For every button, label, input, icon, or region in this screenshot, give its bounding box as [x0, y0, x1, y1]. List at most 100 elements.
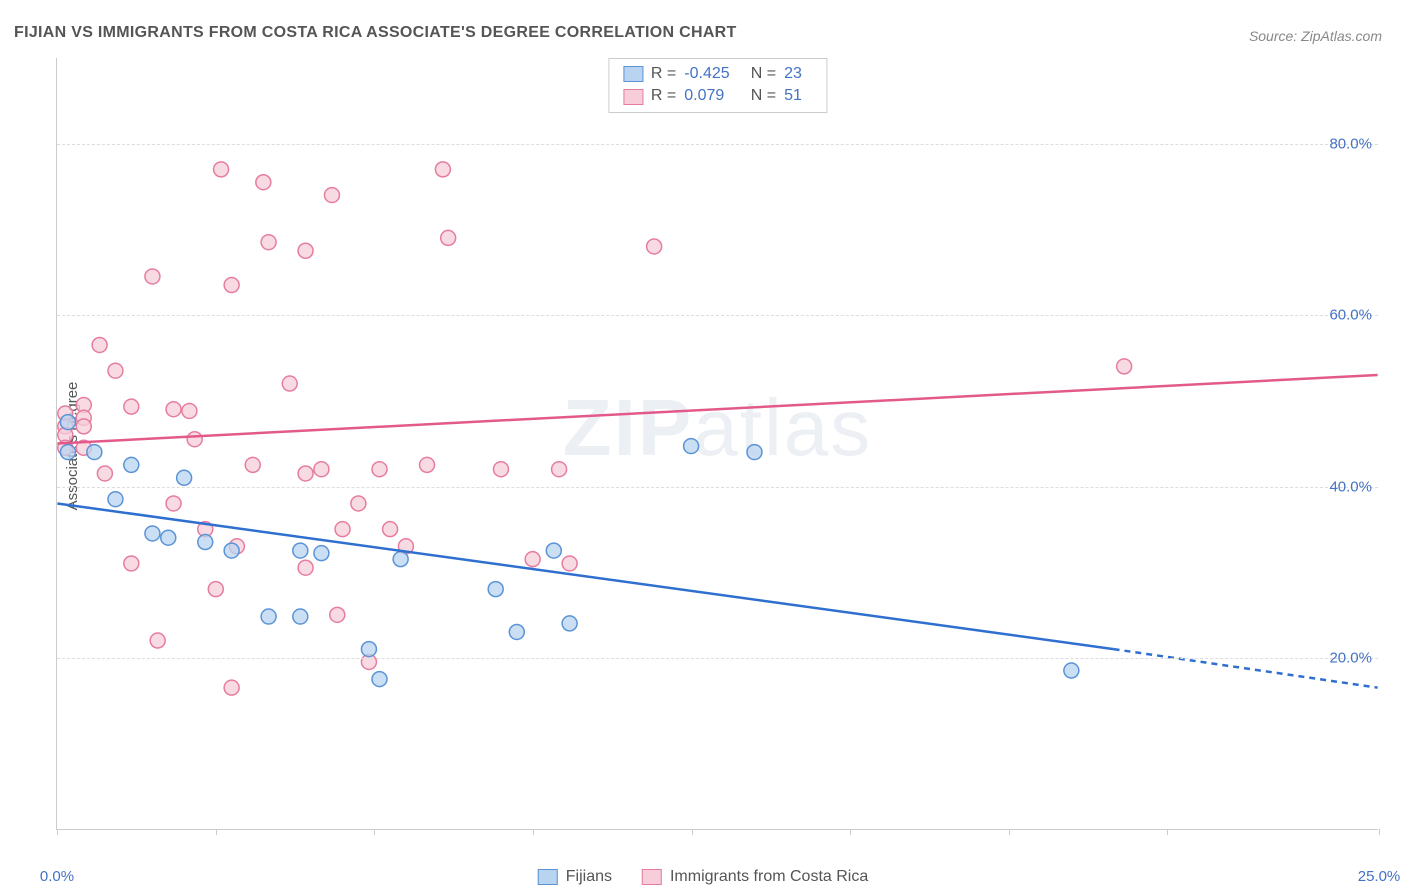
y-tick-label: 40.0% [1329, 478, 1372, 495]
scatter-point [372, 462, 387, 477]
scatter-point [488, 582, 503, 597]
scatter-svg [57, 58, 1378, 829]
scatter-point [60, 415, 75, 430]
scatter-point [256, 175, 271, 190]
gridline [57, 315, 1378, 316]
legend-r-label: R = [651, 85, 676, 107]
scatter-point [166, 496, 181, 511]
legend-swatch [623, 66, 643, 82]
legend-r-value: -0.425 [684, 63, 738, 85]
scatter-point [546, 543, 561, 558]
legend-swatch [538, 869, 558, 885]
scatter-point [298, 560, 313, 575]
trend-line [57, 503, 1113, 649]
scatter-point [97, 466, 112, 481]
scatter-point [108, 492, 123, 507]
x-tick-mark [1009, 829, 1010, 835]
scatter-point [552, 462, 567, 477]
scatter-point [335, 522, 350, 537]
legend-swatch [623, 89, 643, 105]
scatter-point [747, 445, 762, 460]
legend-row: R = -0.425 N = 23 [623, 63, 812, 85]
y-tick-label: 60.0% [1329, 307, 1372, 324]
scatter-point [684, 439, 699, 454]
correlation-legend: R = -0.425 N = 23 R = 0.079 N = 51 [608, 58, 827, 113]
scatter-point [351, 496, 366, 511]
scatter-point [298, 466, 313, 481]
scatter-point [372, 672, 387, 687]
scatter-point [383, 522, 398, 537]
scatter-point [245, 457, 260, 472]
scatter-point [224, 543, 239, 558]
y-tick-label: 20.0% [1329, 650, 1372, 667]
scatter-point [177, 470, 192, 485]
scatter-point [145, 526, 160, 541]
legend-r-label: R = [651, 63, 676, 85]
scatter-point [525, 552, 540, 567]
series-legend-item: Immigrants from Costa Rica [642, 868, 868, 886]
trend-line [57, 375, 1377, 444]
x-tick-mark [850, 829, 851, 835]
scatter-point [647, 239, 662, 254]
scatter-point [166, 402, 181, 417]
scatter-point [161, 530, 176, 545]
scatter-point [261, 609, 276, 624]
scatter-point [92, 337, 107, 352]
legend-r-value: 0.079 [684, 85, 738, 107]
scatter-point [435, 162, 450, 177]
scatter-point [1064, 663, 1079, 678]
scatter-point [60, 445, 75, 460]
scatter-point [420, 457, 435, 472]
x-tick-mark [1379, 829, 1380, 835]
scatter-point [145, 269, 160, 284]
scatter-point [187, 432, 202, 447]
x-tick-mark [533, 829, 534, 835]
scatter-point [108, 363, 123, 378]
legend-swatch [642, 869, 662, 885]
scatter-point [361, 642, 376, 657]
x-tick-mark [692, 829, 693, 835]
scatter-point [509, 624, 524, 639]
scatter-point [393, 552, 408, 567]
series-legend: Fijians Immigrants from Costa Rica [538, 868, 869, 886]
scatter-point [261, 235, 276, 250]
series-legend-item: Fijians [538, 868, 612, 886]
scatter-point [124, 556, 139, 571]
source-attribution: Source: ZipAtlas.com [1249, 28, 1382, 44]
scatter-point [87, 445, 102, 460]
legend-n-label: N = [746, 63, 776, 85]
scatter-point [124, 457, 139, 472]
scatter-point [298, 243, 313, 258]
y-tick-label: 80.0% [1329, 135, 1372, 152]
scatter-point [293, 543, 308, 558]
gridline [57, 144, 1378, 145]
scatter-point [214, 162, 229, 177]
scatter-point [282, 376, 297, 391]
gridline [57, 658, 1378, 659]
gridline [57, 487, 1378, 488]
scatter-point [1117, 359, 1132, 374]
scatter-point [324, 188, 339, 203]
x-tick-label: 0.0% [40, 868, 74, 885]
scatter-point [330, 607, 345, 622]
scatter-point [208, 582, 223, 597]
scatter-point [224, 278, 239, 293]
legend-n-value: 23 [784, 63, 812, 85]
scatter-point [562, 556, 577, 571]
chart-title: FIJIAN VS IMMIGRANTS FROM COSTA RICA ASS… [14, 24, 737, 42]
scatter-point [150, 633, 165, 648]
chart-container: FIJIAN VS IMMIGRANTS FROM COSTA RICA ASS… [0, 0, 1406, 892]
scatter-point [441, 230, 456, 245]
x-tick-mark [1167, 829, 1168, 835]
plot-area: ZIPatlas R = -0.425 N = 23 R = 0.079 N =… [56, 58, 1378, 830]
x-tick-mark [374, 829, 375, 835]
x-tick-mark [57, 829, 58, 835]
scatter-point [293, 609, 308, 624]
scatter-point [314, 546, 329, 561]
legend-row: R = 0.079 N = 51 [623, 85, 812, 107]
scatter-point [314, 462, 329, 477]
x-tick-label: 25.0% [1358, 868, 1401, 885]
scatter-point [76, 419, 91, 434]
series-name: Immigrants from Costa Rica [670, 868, 868, 886]
scatter-point [124, 399, 139, 414]
